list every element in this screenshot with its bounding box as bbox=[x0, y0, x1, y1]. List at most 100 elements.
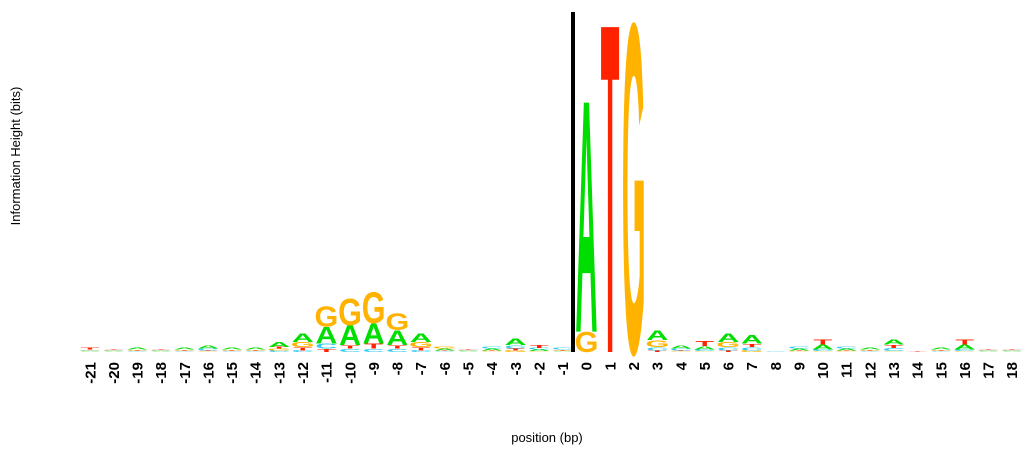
letter: A bbox=[292, 331, 314, 344]
letter: T bbox=[861, 349, 880, 350]
letter: A bbox=[1001, 351, 1024, 352]
x-tick-label: -16 bbox=[200, 362, 217, 384]
letter: C bbox=[339, 348, 361, 353]
letter: G bbox=[1000, 349, 1024, 350]
letter: C bbox=[363, 348, 385, 353]
x-tick-label: -18 bbox=[153, 362, 170, 384]
x-tick-label: 9 bbox=[791, 362, 808, 370]
letter: T bbox=[317, 348, 337, 353]
letter: G bbox=[645, 339, 669, 349]
x-tick-label: 5 bbox=[697, 362, 714, 370]
letter: A bbox=[504, 337, 526, 347]
letter: A bbox=[883, 338, 905, 346]
letter: T bbox=[955, 338, 974, 346]
letter: C bbox=[197, 348, 220, 351]
x-tick-label: 18 bbox=[1004, 362, 1021, 379]
letter: A bbox=[221, 347, 244, 350]
letter: C bbox=[457, 350, 480, 351]
x-tick-label: 4 bbox=[673, 361, 690, 370]
letter: A bbox=[859, 347, 882, 350]
letter: T bbox=[648, 350, 667, 353]
letter: T bbox=[743, 343, 763, 348]
letter: C bbox=[859, 351, 882, 352]
letter: T bbox=[412, 346, 432, 351]
letter: G bbox=[504, 350, 528, 353]
letter: A bbox=[244, 347, 267, 350]
x-tick-label: 2 bbox=[626, 362, 643, 370]
letter: A bbox=[481, 348, 504, 351]
letter: G bbox=[173, 350, 197, 351]
letter: C bbox=[788, 346, 811, 349]
letter: C bbox=[552, 347, 575, 350]
letter: A bbox=[954, 343, 976, 351]
letter: G bbox=[882, 351, 906, 352]
letter: G bbox=[267, 348, 291, 351]
x-tick-label: 1 bbox=[602, 362, 619, 370]
letter: A bbox=[339, 320, 361, 352]
x-axis-label: position (bp) bbox=[511, 430, 583, 445]
x-tick-label: 15 bbox=[933, 362, 950, 379]
y-axis-label: Information Height (bits) bbox=[8, 87, 23, 226]
letter: T bbox=[884, 343, 904, 348]
x-tick-label: -15 bbox=[224, 362, 241, 384]
x-tick-label: 17 bbox=[981, 362, 998, 379]
x-tick-label: 11 bbox=[839, 362, 856, 378]
letter: T bbox=[932, 349, 951, 350]
letter: G bbox=[953, 351, 977, 352]
x-tick-label: -19 bbox=[130, 362, 147, 384]
letter: A bbox=[694, 345, 716, 350]
letter: A bbox=[174, 347, 197, 350]
letter: T bbox=[270, 346, 289, 349]
x-tick-label: 6 bbox=[721, 362, 738, 370]
letter: G bbox=[196, 351, 220, 352]
x-tick-label: -6 bbox=[437, 362, 454, 375]
letter: T bbox=[364, 342, 383, 350]
letter: G bbox=[551, 350, 575, 351]
letter: G bbox=[102, 349, 126, 350]
letter: A bbox=[363, 318, 385, 350]
x-tick-label: 14 bbox=[910, 361, 927, 378]
letter: T bbox=[435, 350, 454, 351]
letter: A bbox=[150, 351, 173, 352]
x-tick-label: -8 bbox=[390, 362, 407, 375]
letter: C bbox=[315, 342, 337, 350]
letter: G bbox=[433, 346, 457, 349]
x-tick-label: -20 bbox=[106, 362, 123, 384]
logo: ACGTACGTCGTAACGTCGTAGTCACGTACGTACGTACTGA… bbox=[78, 0, 1024, 452]
letter: G bbox=[622, 0, 646, 452]
letter: T bbox=[719, 350, 738, 353]
x-tick-label: 8 bbox=[768, 362, 785, 370]
letter: C bbox=[268, 350, 291, 353]
letter: C bbox=[812, 349, 835, 352]
letter: T bbox=[601, 0, 620, 452]
letter: A bbox=[79, 351, 102, 352]
letter: C bbox=[694, 349, 717, 352]
letter: T bbox=[483, 350, 502, 351]
letter: G bbox=[362, 283, 386, 333]
letter: T bbox=[908, 351, 927, 352]
letter: A bbox=[575, 32, 597, 404]
letter: C bbox=[717, 346, 739, 351]
letter: T bbox=[128, 349, 147, 350]
letter: G bbox=[527, 351, 551, 352]
letter: G bbox=[669, 351, 693, 352]
letter: A bbox=[197, 344, 219, 349]
letter: T bbox=[293, 346, 313, 351]
letter: A bbox=[410, 331, 432, 344]
letter: C bbox=[883, 347, 905, 352]
letter: T bbox=[814, 338, 833, 346]
letter: G bbox=[811, 351, 835, 352]
letter: G bbox=[220, 350, 244, 351]
letter: A bbox=[552, 351, 575, 352]
letter: A bbox=[434, 348, 457, 351]
x-tick-label: -9 bbox=[366, 362, 383, 375]
letter: G bbox=[385, 308, 409, 335]
letter: A bbox=[528, 349, 551, 352]
letter: C bbox=[434, 351, 457, 352]
letter: G bbox=[787, 351, 811, 352]
x-tick-label: -12 bbox=[295, 362, 312, 384]
letter: C bbox=[103, 350, 126, 351]
x-tick-label: 16 bbox=[957, 362, 974, 379]
letter: G bbox=[315, 301, 339, 333]
